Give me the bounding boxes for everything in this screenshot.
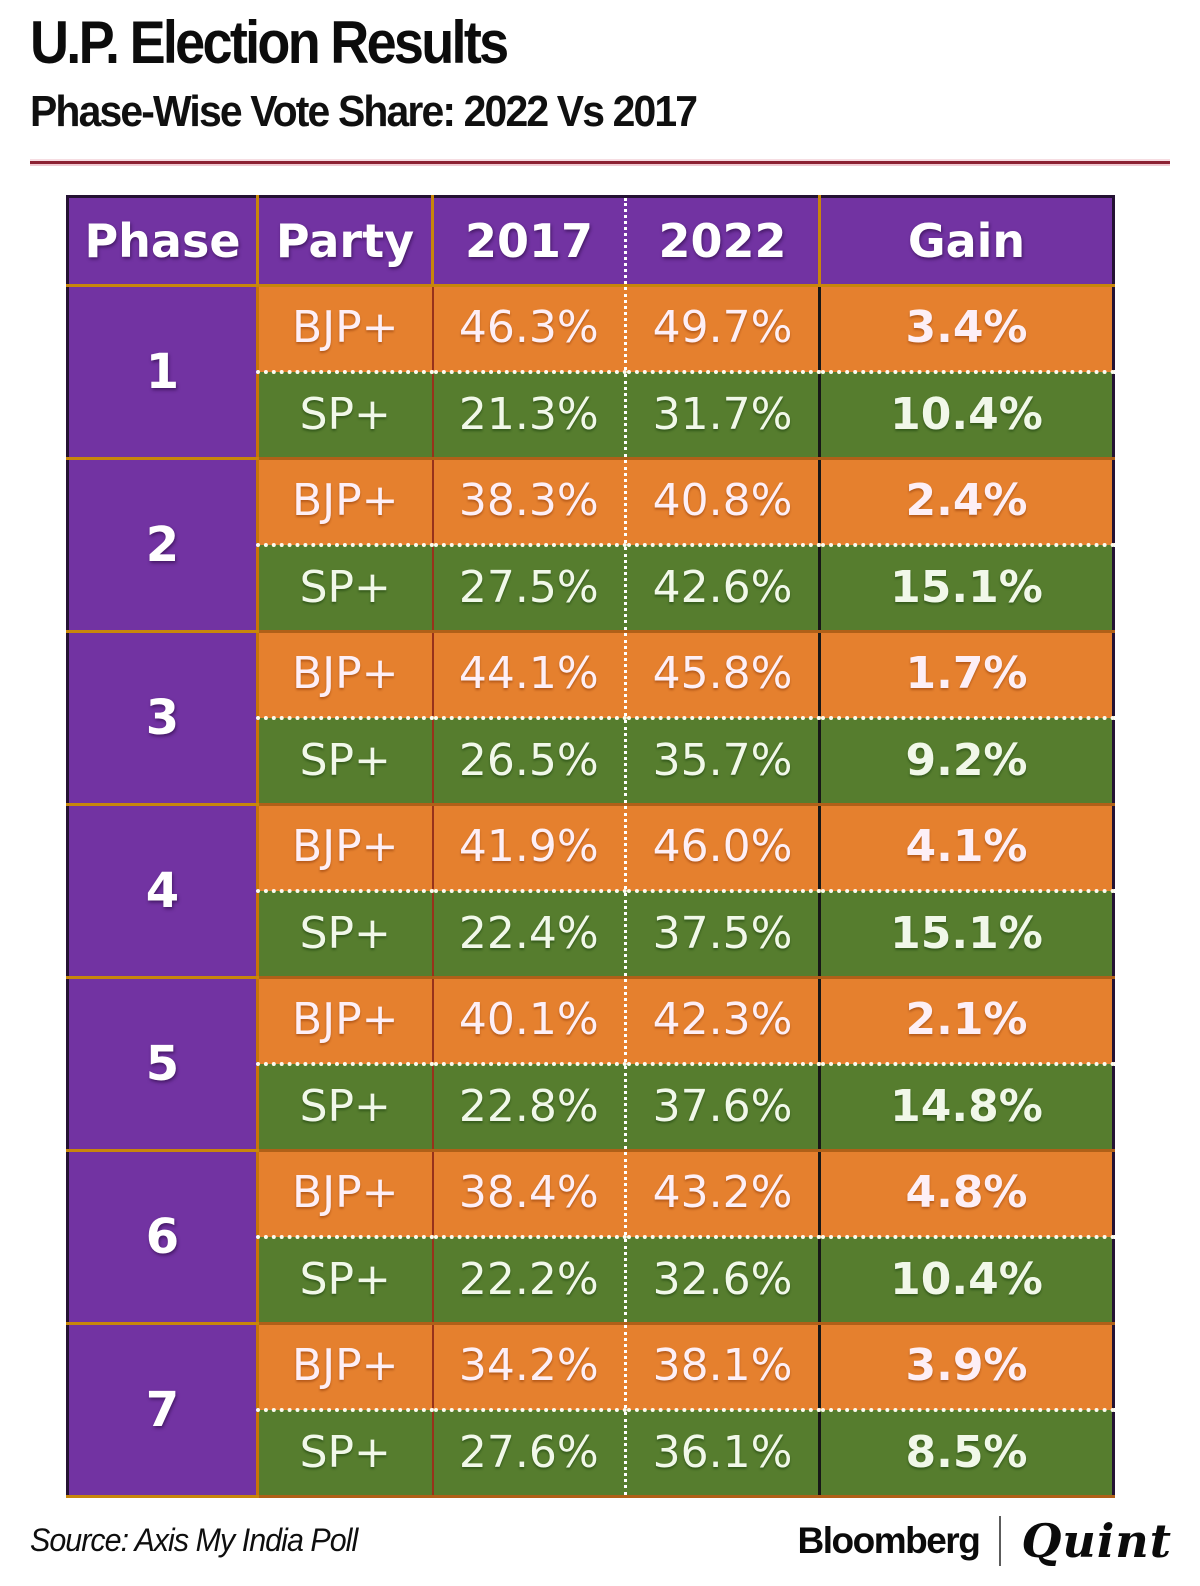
vote-share-2022-cell: 42.6% [625,544,820,633]
phase-number-cell: 3 [67,631,259,806]
vote-share-2017-cell: 22.4% [432,890,627,979]
vote-share-2017-cell: 34.2% [432,1323,627,1412]
vote-share-2022-cell: 38.1% [625,1323,820,1412]
table-row-phase-3-sp: SP+ 26.5% 35.7% 9.2% [68,717,1114,806]
vote-share-2017-cell: 27.6% [432,1409,627,1498]
table-header: Phase Party 2017 2022 Gain [67,196,1114,287]
gain-cell: 10.4% [818,1236,1114,1325]
party-label-cell: SP+ [257,1236,434,1325]
vote-share-2022-cell: 43.2% [625,1150,820,1239]
column-header-2022: 2022 [625,196,821,287]
vote-share-2017-cell: 21.3% [432,371,627,460]
vote-share-2022-cell: 35.7% [625,717,820,806]
table-row-phase-1-bjp: 1 BJP+ 46.3% 49.7% 3.4% [67,285,1114,460]
page-subtitle: Phase-Wise Vote Share: 2022 Vs 2017 [30,87,698,137]
party-label-cell: BJP+ [257,804,434,893]
party-label-cell: SP+ [257,371,434,460]
phase-number-cell: 4 [67,804,259,979]
gain-cell: 15.1% [818,544,1114,633]
vote-share-2022-cell: 45.8% [625,631,820,720]
party-label-cell: SP+ [257,717,434,806]
vote-share-2017-cell: 22.8% [432,1063,627,1152]
table-row-phase-4-sp: SP+ 22.4% 37.5% 15.1% [68,890,1114,979]
party-label-cell: SP+ [257,1409,434,1498]
gain-cell: 10.4% [818,371,1114,460]
table-row-phase-1-sp: SP+ 21.3% 31.7% 10.4% [68,371,1114,460]
table-header-row: Phase Party 2017 2022 Gain [67,196,1114,287]
table-row-phase-2-bjp: 2 BJP+ 38.3% 40.8% 2.4% [67,458,1114,633]
gain-cell: 4.1% [818,804,1114,893]
gain-cell: 4.8% [818,1150,1114,1239]
bloomberg-wordmark: Bloomberg [797,1519,981,1561]
party-label-cell: BJP+ [257,1150,434,1239]
party-label-cell: SP+ [257,544,434,633]
gain-cell: 2.4% [818,458,1114,547]
table-row-phase-7-sp: SP+ 27.6% 36.1% 8.5% [68,1409,1114,1498]
gain-cell: 15.1% [818,890,1114,979]
gain-cell: 1.7% [818,631,1114,720]
brand-logo: Bloomberg Quint [798,1514,1172,1568]
vote-share-2017-cell: 44.1% [432,631,627,720]
vote-share-2017-cell: 27.5% [432,544,627,633]
gain-cell: 3.9% [818,1323,1114,1412]
table-row-phase-6-sp: SP+ 22.2% 32.6% 10.4% [68,1236,1114,1325]
table-row-phase-2-sp: SP+ 27.5% 42.6% 15.1% [68,544,1114,633]
vote-share-2022-cell: 46.0% [625,804,820,893]
table-body: 1 BJP+ 46.3% 49.7% 3.4% SP+ 21.3% 31.7% 10.4% 2 BJ… [67,285,1114,1498]
footer: Source: Axis My India Poll Bloomberg Qui… [30,1514,1172,1568]
table-row-phase-3-bjp: 3 BJP+ 44.1% 45.8% 1.7% [67,631,1114,806]
party-label-cell: SP+ [257,1063,434,1152]
column-header-party: Party [257,196,434,287]
source-credit: Source: Axis My India Poll [30,1522,358,1559]
party-label-cell: SP+ [257,890,434,979]
masthead-divider-rule [30,160,1170,164]
quint-wordmark: Quint [1021,1513,1172,1568]
vote-share-2022-cell: 32.6% [625,1236,820,1325]
vote-share-2017-cell: 40.1% [432,977,627,1066]
brand-divider [999,1515,1002,1566]
vote-share-2022-cell: 36.1% [625,1409,820,1498]
phase-number-cell: 5 [67,977,259,1152]
phase-number-cell: 7 [67,1323,259,1498]
vote-share-table: Phase Party 2017 2022 Gain 1 BJP+ 46.3% 49.… [66,194,1115,1498]
gain-cell: 3.4% [818,285,1114,374]
vote-share-2017-cell: 22.2% [432,1236,627,1325]
gain-cell: 9.2% [818,717,1114,806]
masthead: U.P. Election Results Phase-Wise Vote Sh… [0,0,1200,137]
page-title: U.P. Election Results [30,9,509,76]
vote-share-2022-cell: 37.5% [625,890,820,979]
vote-share-2017-cell: 38.3% [432,458,627,547]
party-label-cell: BJP+ [257,285,434,374]
vote-share-2022-cell: 40.8% [625,458,820,547]
table-row-phase-6-bjp: 6 BJP+ 38.4% 43.2% 4.8% [67,1150,1114,1325]
table-row-phase-4-bjp: 4 BJP+ 41.9% 46.0% 4.1% [67,804,1114,979]
vote-share-2022-cell: 31.7% [625,371,820,460]
party-label-cell: BJP+ [257,1323,434,1412]
party-label-cell: BJP+ [257,631,434,720]
table-row-phase-5-sp: SP+ 22.8% 37.6% 14.8% [68,1063,1114,1152]
table-row-phase-7-bjp: 7 BJP+ 34.2% 38.1% 3.9% [67,1323,1114,1498]
party-label-cell: BJP+ [257,458,434,547]
phase-number-cell: 1 [67,285,259,460]
vote-share-2022-cell: 49.7% [625,285,820,374]
column-header-gain: Gain [818,196,1114,287]
vote-share-2017-cell: 26.5% [432,717,627,806]
phase-number-cell: 2 [67,458,259,633]
vote-share-2022-cell: 37.6% [625,1063,820,1152]
vote-share-2017-cell: 41.9% [432,804,627,893]
vote-share-2022-cell: 42.3% [625,977,820,1066]
column-header-2017: 2017 [432,196,627,287]
gain-cell: 8.5% [818,1409,1114,1498]
party-label-cell: BJP+ [257,977,434,1066]
table-row-phase-5-bjp: 5 BJP+ 40.1% 42.3% 2.1% [67,977,1114,1152]
gain-cell: 2.1% [818,977,1114,1066]
vote-share-2017-cell: 46.3% [432,285,627,374]
column-header-phase: Phase [67,196,259,287]
vote-share-2017-cell: 38.4% [432,1150,627,1239]
gain-cell: 14.8% [818,1063,1114,1152]
phase-number-cell: 6 [67,1150,259,1325]
